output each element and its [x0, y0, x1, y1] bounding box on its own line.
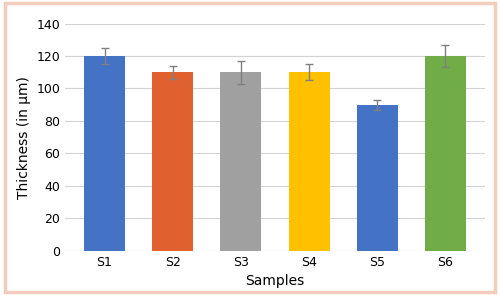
Bar	[84, 56, 125, 251]
Bar	[357, 105, 398, 251]
Y-axis label: Thickness (in μm): Thickness (in μm)	[16, 76, 30, 199]
Bar	[152, 72, 193, 251]
X-axis label: Samples: Samples	[246, 274, 304, 288]
Bar	[288, 72, 330, 251]
Bar	[220, 72, 262, 251]
Bar	[425, 56, 466, 251]
